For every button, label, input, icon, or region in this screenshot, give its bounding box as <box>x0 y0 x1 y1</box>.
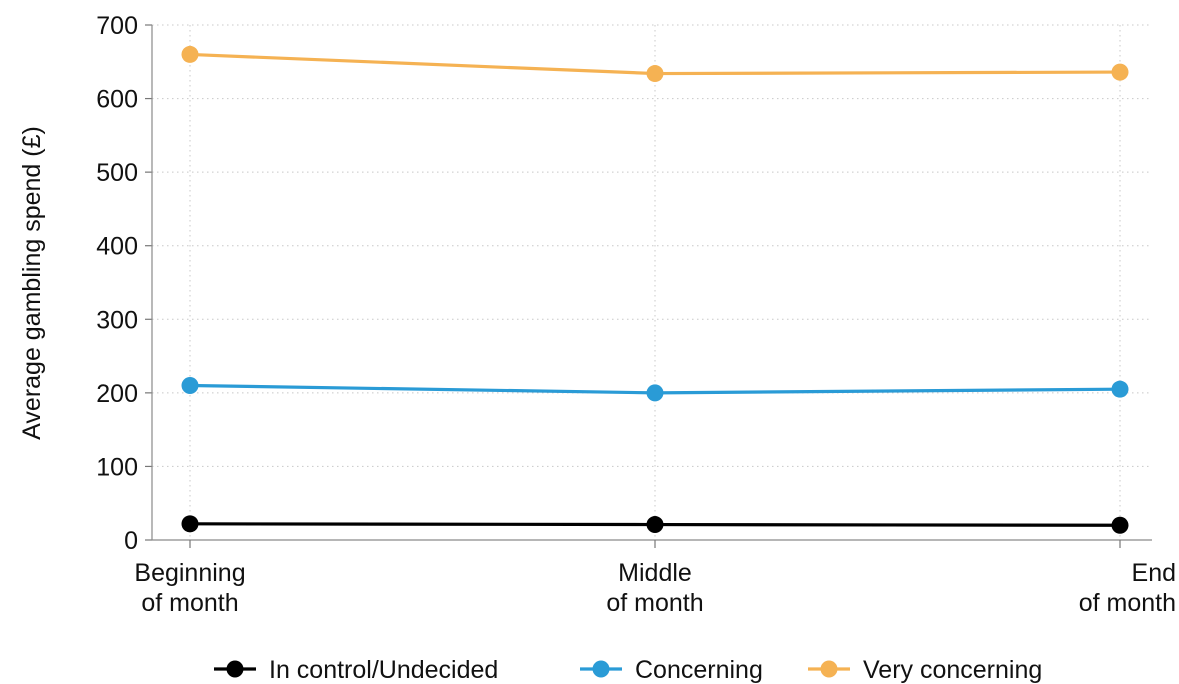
y-tick-label: 600 <box>96 86 138 114</box>
grid-lines <box>152 24 1152 540</box>
legend-swatch-marker <box>226 660 244 678</box>
data-point <box>646 65 664 83</box>
data-point <box>1111 516 1129 534</box>
legend-label: Concerning <box>635 656 763 684</box>
x-tick-label: Middle <box>618 559 692 587</box>
x-tick-label: of month <box>141 589 238 617</box>
x-tick-label: of month <box>1079 589 1176 617</box>
data-point <box>646 384 664 402</box>
y-tick-label: 300 <box>96 306 138 334</box>
data-point <box>1111 63 1129 81</box>
legend-label: In control/Undecided <box>269 656 498 684</box>
y-tick-label: 700 <box>96 12 138 40</box>
x-tick-label: End <box>1132 559 1176 587</box>
y-tick-label: 200 <box>96 380 138 408</box>
legend-swatch-marker <box>592 660 610 678</box>
y-tick-label: 500 <box>96 159 138 187</box>
y-tick-label: 100 <box>96 453 138 481</box>
x-tick-label: of month <box>606 589 703 617</box>
y-tick-label: 400 <box>96 233 138 261</box>
y-axis-title: Average gambling spend (£) <box>18 126 46 440</box>
x-tick-label: Beginning <box>134 559 245 587</box>
data-point <box>646 516 664 534</box>
data-point <box>181 45 199 63</box>
legend: In control/Undecided Concerning Very conce… <box>214 656 1042 684</box>
y-tick-label: 0 <box>124 527 138 555</box>
data-point <box>1111 380 1129 398</box>
legend-swatch-marker <box>820 660 838 678</box>
legend-label: Very concerning <box>863 656 1042 684</box>
data-point <box>181 377 199 394</box>
series-lines <box>181 45 1129 534</box>
data-point <box>181 515 199 533</box>
y-axis: 0 100 200 300 400 500 600 700 <box>96 12 153 555</box>
